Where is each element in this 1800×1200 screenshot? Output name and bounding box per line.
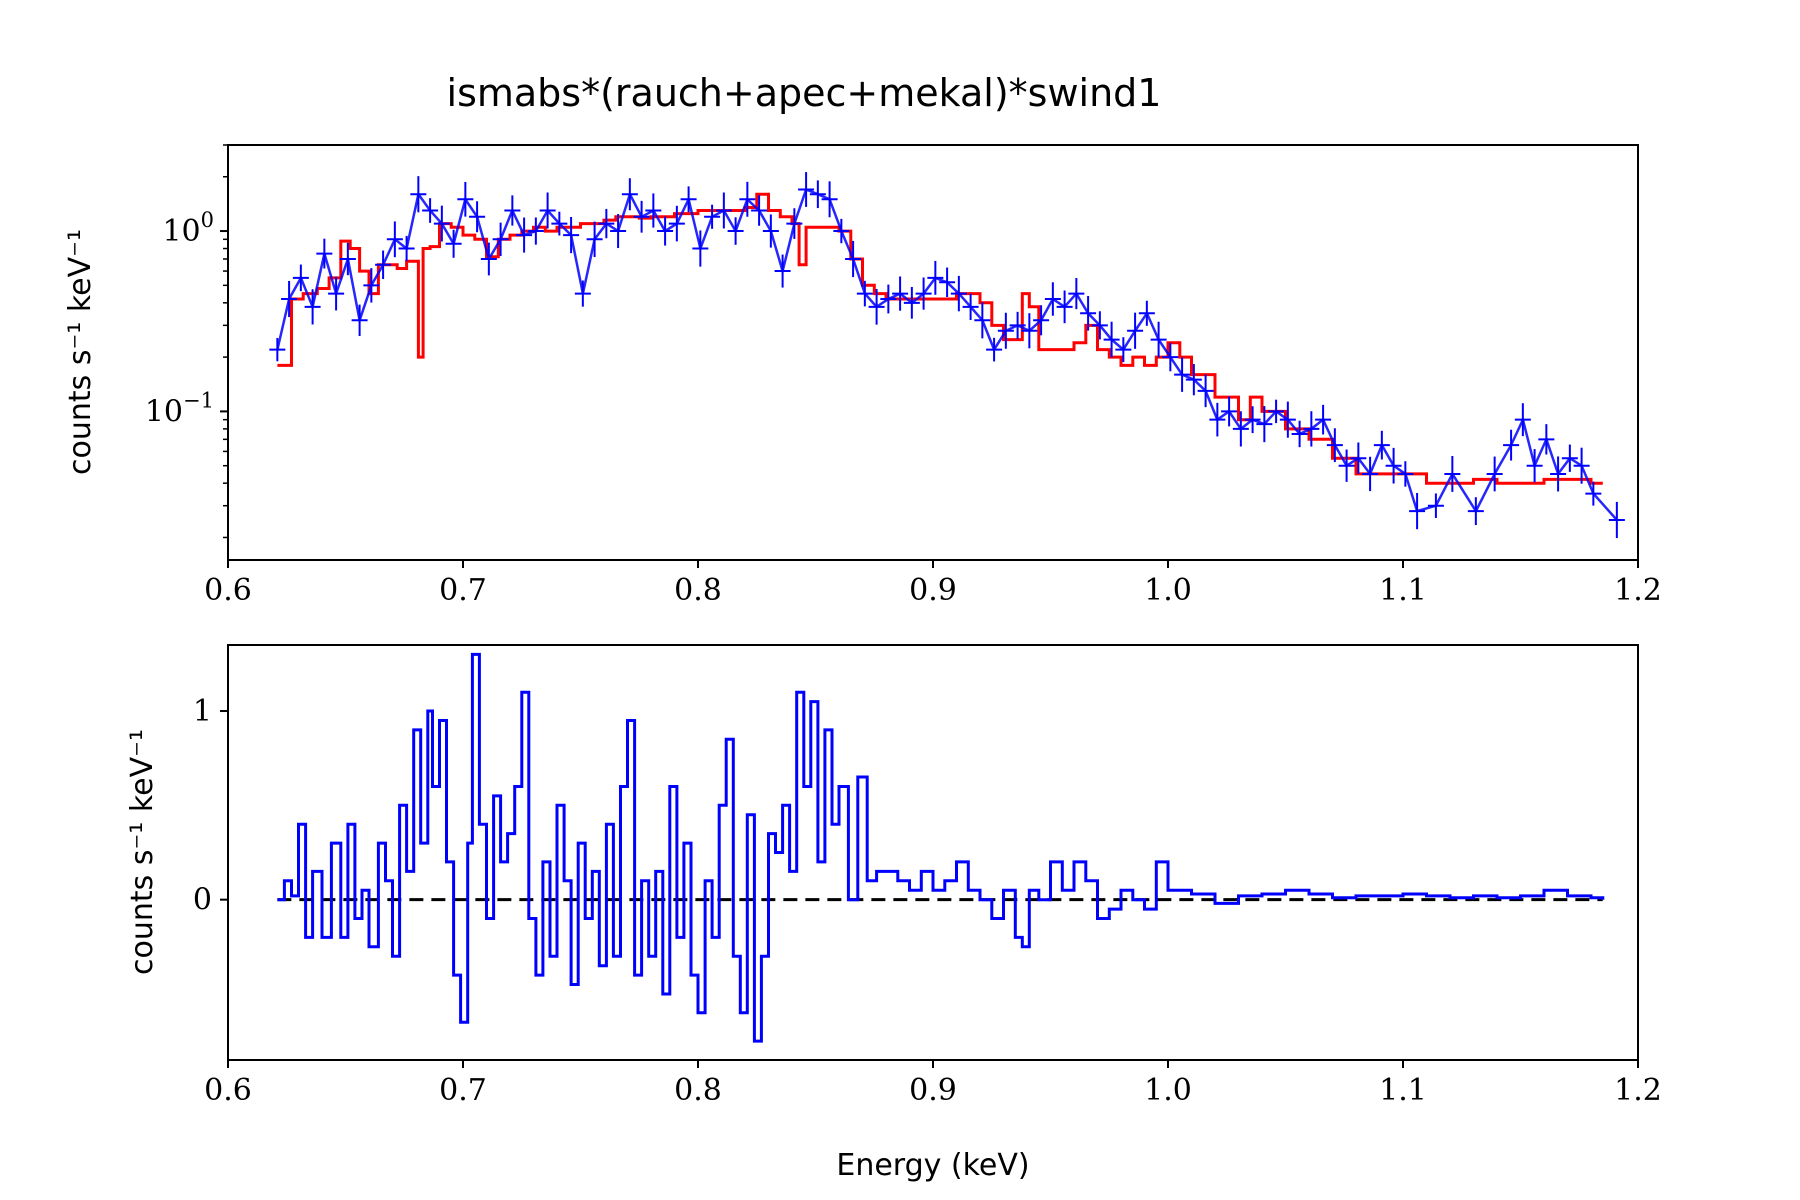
bottom-x-tick-label: 1.1 — [1379, 1073, 1427, 1108]
top-y-tick-label: 10−1 — [145, 388, 214, 429]
top-x-tick-label: 1.1 — [1379, 573, 1427, 608]
top-panel: 0.6 0.7 0.8 0.9 1.0 1.1 1.2 100 10−1 counts s⁻¹ … — [63, 144, 1662, 608]
bottom-y-tick-label: 1 — [193, 694, 212, 729]
bottom-panel: 0.6 0.7 0.8 0.9 1.0 1.1 1.2 1 0 counts s⁻¹ keV⁻¹… — [125, 644, 1662, 1183]
bottom-x-tick-label: 0.9 — [909, 1073, 957, 1108]
bottom-y-tick-label: 0 — [193, 883, 212, 918]
top-x-tick-label: 0.8 — [674, 573, 722, 608]
bottom-y-axis-label: counts s⁻¹ keV⁻¹ — [125, 729, 160, 975]
top-y-tick-label: 100 — [162, 208, 214, 249]
bottom-x-tick-label: 0.6 — [204, 1073, 252, 1108]
top-y-axis-label: counts s⁻¹ keV⁻¹ — [63, 229, 98, 475]
top-x-tick-label: 1.0 — [1144, 573, 1192, 608]
bottom-x-tick-label: 1.2 — [1614, 1073, 1662, 1108]
top-x-tick-label: 0.9 — [909, 573, 957, 608]
bottom-x-tick-label: 0.8 — [674, 1073, 722, 1108]
top-x-tick-label: 1.2 — [1614, 573, 1662, 608]
bottom-x-tick-label: 1.0 — [1144, 1073, 1192, 1108]
x-axis-label: Energy (keV) — [836, 1148, 1029, 1183]
chart-title: ismabs*(rauch+apec+mekal)*swind1 — [447, 71, 1162, 115]
top-x-tick-label: 0.7 — [439, 573, 487, 608]
bottom-x-tick-label: 0.7 — [439, 1073, 487, 1108]
residual-line — [277, 652, 1605, 1043]
top-x-tick-label: 0.6 — [204, 573, 252, 608]
